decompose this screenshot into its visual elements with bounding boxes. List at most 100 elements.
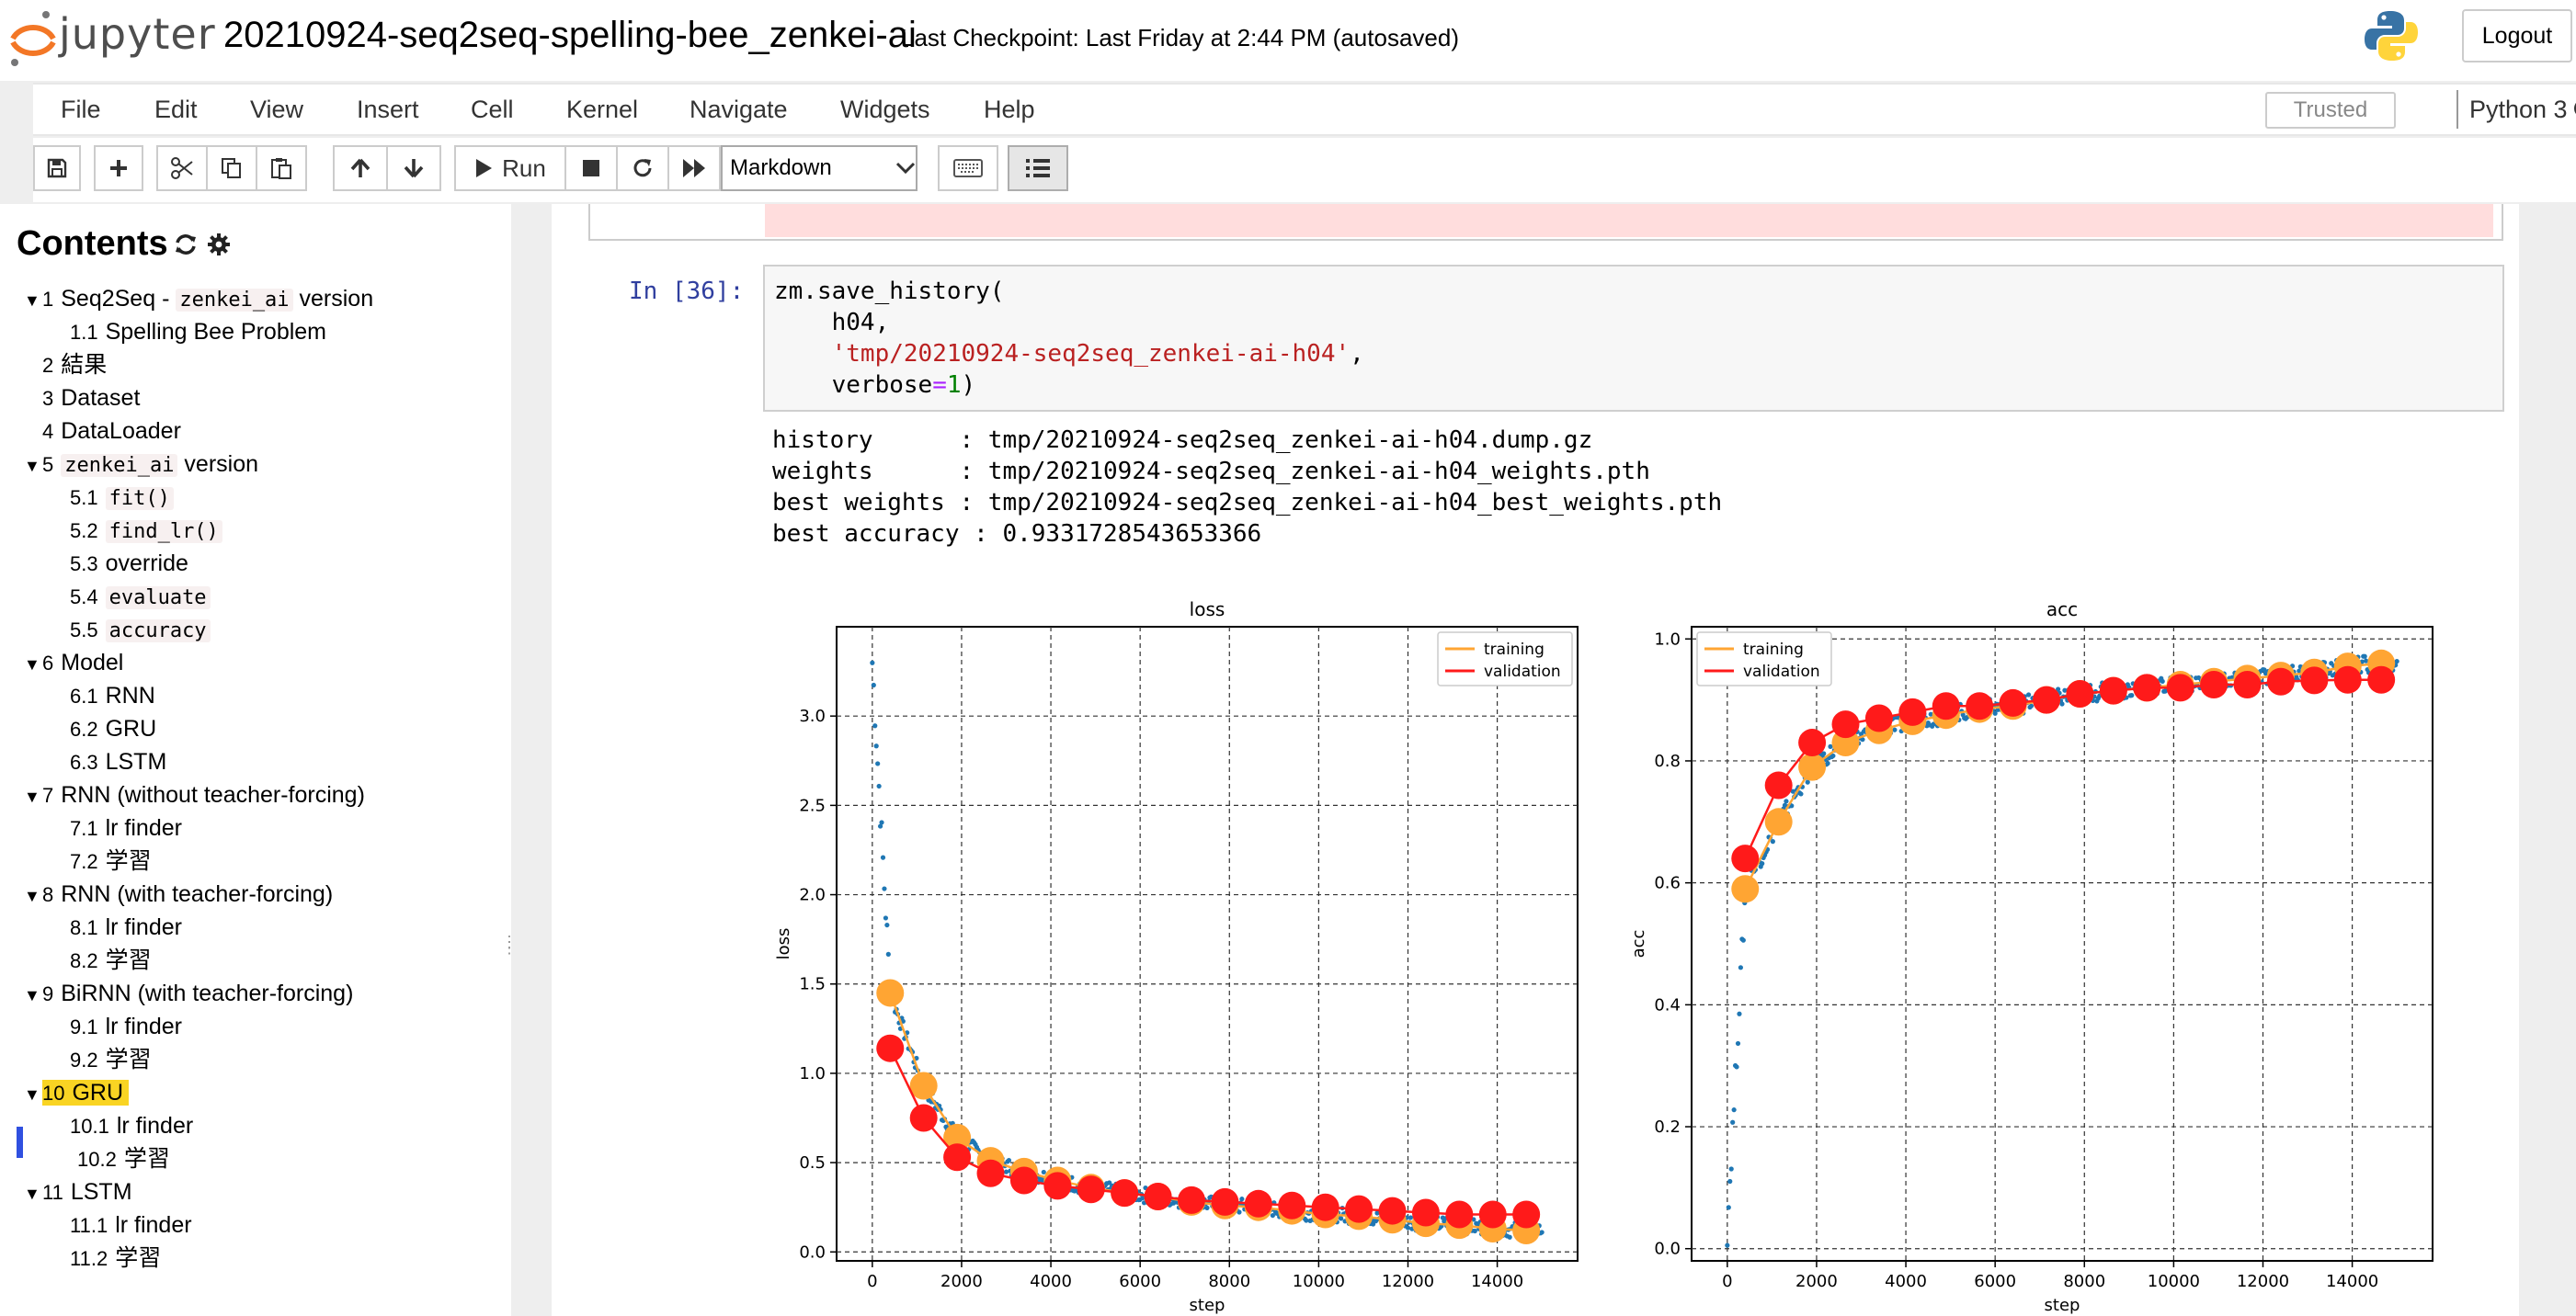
toc-item[interactable]: ▼7 RNN (without teacher-forcing) <box>24 779 365 811</box>
x-tick-label: 12000 <box>2237 1272 2289 1291</box>
batch-point <box>873 743 879 749</box>
kernel-name[interactable]: Python 3 <box>2469 96 2568 123</box>
series-point-1 <box>2333 665 2362 694</box>
menu-widgets[interactable]: Widgets <box>840 96 930 123</box>
toc-item[interactable]: 6.3 LSTM <box>70 746 166 777</box>
toc-item[interactable]: 3 Dataset <box>24 382 140 414</box>
toc-item-label: LSTM <box>70 1179 132 1205</box>
command-palette-button[interactable] <box>938 145 998 191</box>
menu-kernel[interactable]: Kernel <box>566 96 639 123</box>
y-tick-label: 3.0 <box>799 707 826 726</box>
cell-type-select[interactable]: Markdown <box>721 145 918 191</box>
play-icon <box>476 159 493 177</box>
caret-down-icon[interactable]: ▼ <box>24 457 40 475</box>
toc-item[interactable]: 11.2 学習 <box>70 1242 161 1274</box>
jupyter-logo-icon[interactable] <box>6 6 208 75</box>
menu-file[interactable]: File <box>61 96 101 123</box>
caret-down-icon[interactable]: ▼ <box>24 887 40 905</box>
toc-item[interactable]: 7.1 lr finder <box>70 812 182 844</box>
caret-down-icon[interactable]: ▼ <box>24 291 40 310</box>
toc-item-content: 5.4 evaluate <box>70 584 211 609</box>
toc-item-content: 3 Dataset <box>42 385 140 411</box>
toc-item-number: 2 <box>42 354 54 377</box>
toc-item[interactable]: ▼9 BiRNN (with teacher-forcing) <box>24 978 353 1009</box>
toc-item[interactable]: 11.1 lr finder <box>70 1209 192 1241</box>
toc-item[interactable]: 2 結果 <box>24 349 107 380</box>
insert-cell-button[interactable] <box>94 145 143 191</box>
toc-item[interactable]: 1.1 Spelling Bee Problem <box>70 316 326 347</box>
toc-item[interactable]: 9.2 学習 <box>70 1044 152 1075</box>
notebook-name[interactable]: 20210924-seq2seq-spelling-bee_zenkei-ai <box>223 15 917 55</box>
logout-button[interactable]: Logout <box>2462 9 2572 62</box>
toc-item[interactable]: ▼1 Seq2Seq - zenkei_ai version <box>24 283 373 314</box>
caret-down-icon[interactable]: ▼ <box>24 1085 40 1104</box>
batch-point <box>877 823 883 829</box>
cut-button[interactable] <box>156 145 208 191</box>
logo-text[interactable]: jupyter <box>59 9 216 59</box>
y-tick-label: 1.0 <box>1654 630 1681 649</box>
menu-view[interactable]: View <box>250 96 304 123</box>
toc-item[interactable]: 5.3 override <box>70 548 188 579</box>
move-up-button[interactable] <box>333 145 388 191</box>
series-point-1 <box>1512 1200 1541 1229</box>
run-button[interactable]: Run <box>454 145 566 191</box>
caret-down-icon[interactable]: ▼ <box>24 788 40 806</box>
gear-icon[interactable] <box>206 232 232 257</box>
toc-item[interactable]: ▼5 zenkei_ai version <box>24 448 258 480</box>
caret-down-icon[interactable]: ▼ <box>24 655 40 674</box>
toc-item[interactable]: 7.2 学習 <box>70 845 152 877</box>
toc-item[interactable]: 8.1 lr finder <box>70 912 182 943</box>
sidebar-resize-handle[interactable]: ⋮ ⋮ <box>501 933 518 957</box>
refresh-icon[interactable] <box>173 232 199 257</box>
toc-item[interactable]: 8.2 学習 <box>70 945 152 976</box>
trusted-indicator[interactable]: Trusted <box>2265 92 2396 129</box>
menu-navigate[interactable]: Navigate <box>690 96 788 123</box>
list-icon <box>1026 159 1050 177</box>
interrupt-button[interactable] <box>564 145 618 191</box>
toc-item-content: 5.3 override <box>70 550 188 576</box>
toc-item[interactable]: 5.5 accuracy <box>70 614 211 645</box>
menu-cell[interactable]: Cell <box>471 96 514 123</box>
toc-item[interactable]: 6.2 GRU <box>70 713 156 744</box>
paste-button[interactable] <box>256 145 307 191</box>
restart-run-all-button[interactable] <box>667 145 721 191</box>
toc-item[interactable]: ▼6 Model <box>24 647 123 678</box>
code-editor[interactable]: zm.save_history( h04, 'tmp/20210924-seq2… <box>763 265 2504 412</box>
output-line: best accuracy : 0.9331728543653366 <box>772 520 1262 548</box>
caret-down-icon[interactable]: ▼ <box>24 986 40 1004</box>
x-tick-label: 8000 <box>1208 1272 1250 1291</box>
toc-item[interactable]: ▼8 RNN (with teacher-forcing) <box>24 879 333 910</box>
code-line: zm.save_history( <box>774 278 1005 305</box>
y-tick-label: 0.5 <box>799 1153 826 1173</box>
series-point-1 <box>909 1104 938 1132</box>
toc-item[interactable]: 5.2 find_lr() <box>70 515 222 546</box>
x-axis-label: step <box>2045 1296 2080 1315</box>
toc-item[interactable]: 6.1 RNN <box>70 680 155 711</box>
x-tick-label: 0 <box>867 1272 877 1291</box>
save-icon <box>47 158 67 178</box>
series-point-1 <box>2066 679 2094 708</box>
toc-item-number: 7.2 <box>70 850 98 873</box>
menu-edit[interactable]: Edit <box>154 96 198 123</box>
menu-insert[interactable]: Insert <box>357 96 419 123</box>
code-operator: = <box>932 371 947 399</box>
toc-item-content: 11.1 lr finder <box>70 1212 192 1238</box>
toc-item[interactable]: ▼11 LSTM <box>24 1176 132 1208</box>
toc-toggle-button[interactable] <box>1008 145 1068 191</box>
toc-item-code: accuracy <box>105 619 211 642</box>
toc-item[interactable]: 4 DataLoader <box>24 415 181 447</box>
toc-item[interactable]: 10.2 学習 <box>77 1143 170 1174</box>
copy-button[interactable] <box>206 145 257 191</box>
save-button[interactable] <box>33 145 81 191</box>
toc-item[interactable]: 9.1 lr finder <box>70 1011 182 1042</box>
batch-point <box>1339 1216 1344 1221</box>
toc-item[interactable]: ▼10 GRU <box>24 1077 130 1108</box>
toc-item[interactable]: 5.1 fit() <box>70 482 174 513</box>
toc-item[interactable]: 10.1 lr finder <box>70 1110 193 1141</box>
menu-help[interactable]: Help <box>984 96 1035 123</box>
restart-button[interactable] <box>616 145 669 191</box>
toc-item[interactable]: 5.4 evaluate <box>70 581 211 612</box>
plot-area <box>1691 626 2434 1262</box>
move-down-button[interactable] <box>386 145 441 191</box>
caret-down-icon[interactable]: ▼ <box>24 1185 40 1203</box>
